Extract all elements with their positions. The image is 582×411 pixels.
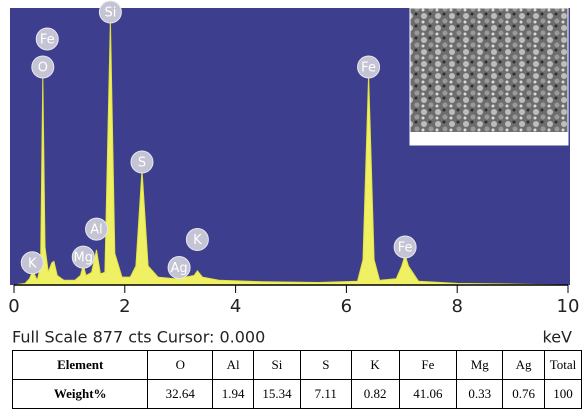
x-tick-label: 8 <box>451 296 462 317</box>
table-cell: Total <box>544 350 582 380</box>
peak-label: O <box>38 60 48 75</box>
x-tick-label: 0 <box>8 296 19 317</box>
peak-label: Al <box>90 223 103 238</box>
peak-label: Ag <box>171 261 188 276</box>
table-cell: O <box>147 350 214 380</box>
table-cell: S <box>299 350 352 380</box>
x-tick-label: 2 <box>119 296 130 317</box>
table-cell: 0.33 <box>456 379 504 409</box>
table-cell: Al <box>212 350 255 380</box>
table-cell: 1.94 <box>212 379 255 409</box>
sem-caption-bar <box>410 132 568 145</box>
spectrum-chart: K O Fe Mg Al Si S Ag K Fe Fe 0 2 4 6 8 10 Full Scale 877 … <box>8 0 580 347</box>
x-tick-label: 6 <box>341 296 352 317</box>
peak-label: K <box>193 233 202 248</box>
table-cell: Ag <box>502 350 545 380</box>
peak-label-circle <box>85 217 109 241</box>
peak-label-circle <box>98 0 122 24</box>
table-cell: 41.06 <box>398 379 458 409</box>
table-cell: Si <box>253 350 301 380</box>
peak-label-circle <box>71 245 95 269</box>
table-cell: 7.11 <box>299 379 352 409</box>
peak-label-circle <box>357 55 381 79</box>
peak-label-circle <box>20 251 44 275</box>
peak-label: Fe <box>361 60 376 75</box>
table-cell: 0.76 <box>502 379 545 409</box>
x-tick-label: 10 <box>557 296 580 317</box>
x-tick-label: 4 <box>230 296 241 317</box>
peak-label-circle <box>185 228 209 252</box>
weight-table: Element O Al Si S K Fe Mg Ag Total Weight% 32.64 1.9… <box>11 350 582 409</box>
table-cell: Mg <box>456 350 504 380</box>
peak-label: Mg <box>74 251 93 266</box>
peak-label: Si <box>104 6 116 21</box>
table-cell: Element <box>11 350 149 380</box>
peak-label: Fe <box>398 240 413 255</box>
table-cell: Weight% <box>11 379 149 409</box>
table-cell: Fe <box>398 350 458 380</box>
peak-label-circle <box>35 27 59 51</box>
table-row: Weight% 32.64 1.94 15.34 7.11 0.82 41.06 0.33 0.… <box>11 379 582 409</box>
peak-label: S <box>138 156 146 171</box>
peak-label-circle <box>31 55 55 79</box>
table-row: Element O Al Si S K Fe Mg Ag Total <box>11 350 582 380</box>
table-cell: 100 <box>544 379 582 409</box>
peak-label: Fe <box>40 32 55 47</box>
status-text: Full Scale 877 cts Cursor: 0.000 <box>12 328 265 347</box>
peak-label-circle <box>167 256 191 280</box>
sem-image <box>409 7 569 146</box>
table-cell: 0.82 <box>350 379 400 409</box>
table-cell: 32.64 <box>147 379 214 409</box>
table-cell: 15.34 <box>253 379 301 409</box>
x-unit: keV <box>543 328 573 347</box>
spectrum <box>13 19 569 286</box>
peak-label: K <box>28 256 37 271</box>
peak-label-circle <box>130 150 154 174</box>
peak-label-circle <box>393 235 417 259</box>
table-cell: K <box>350 350 400 380</box>
